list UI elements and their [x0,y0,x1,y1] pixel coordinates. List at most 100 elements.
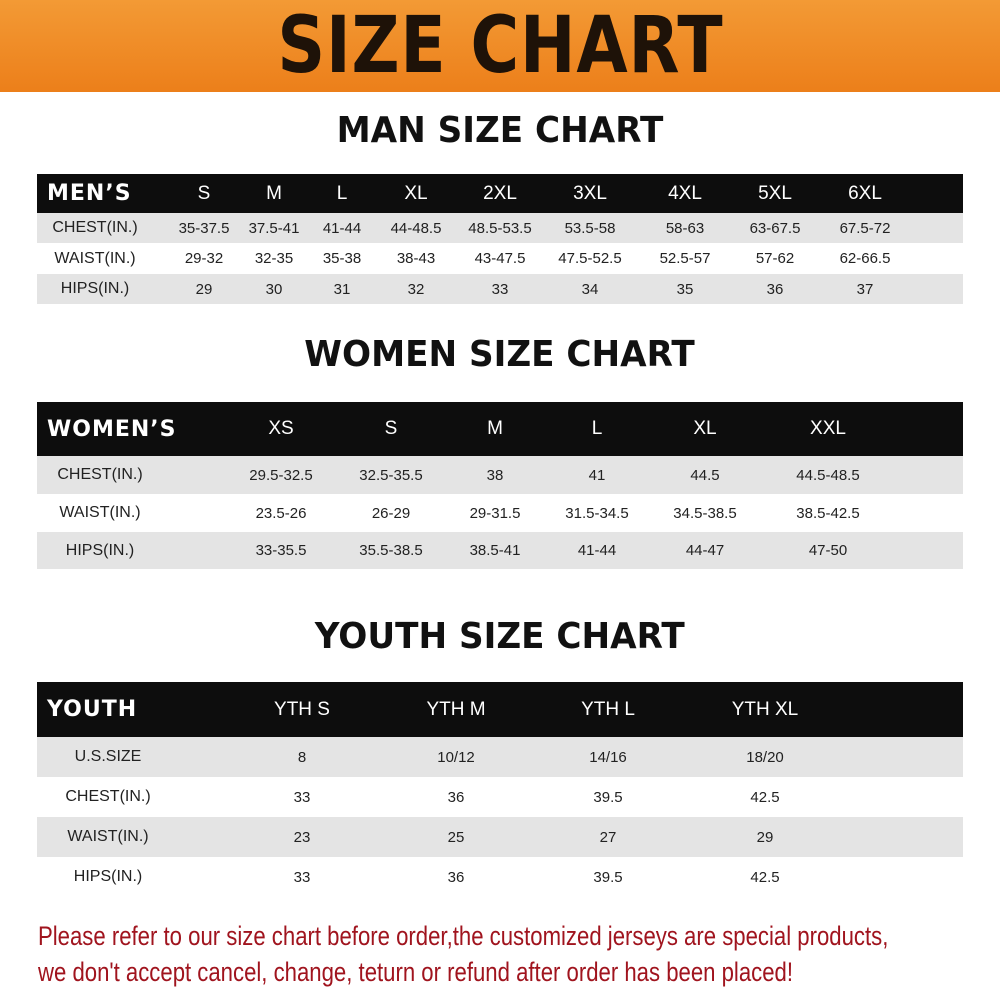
table-cell: 31.5-34.5 [565,504,629,522]
table-cell: 42.5 [750,788,780,806]
row-label: HIPS(IN.) [73,868,143,885]
table-row: CHEST(IN.) 35-37.5 37.5-41 41-44 44-48.5 48.5… [37,213,963,243]
size-header: 3XL [573,182,607,204]
table-cell: 53.5-58 [564,219,616,237]
table-cell: 33 [293,868,311,886]
table-cell: 27 [599,828,617,846]
row-label: U.S.SIZE [74,748,142,765]
table-cell: 33-35.5 [255,542,307,559]
size-header: S [197,182,211,204]
table-cell: 43-47.5 [474,250,526,267]
youth-size-table: YOUTH YTH S YTH M YTH L YTH XL U.S.SIZE 8 10/12… [37,682,963,897]
table-cell: 38.5-41 [469,542,521,559]
table-cell: 44-48.5 [390,219,442,237]
table-cell: 35.5-38.5 [359,542,423,559]
table-cell: 67.5-72 [839,219,891,237]
size-header: XXL [810,418,846,439]
table-cell: 32-35 [254,250,294,267]
table-cell: 34 [581,280,599,298]
youth-title-text: YOUTH SIZE CHART [315,616,685,657]
size-header: L [336,182,348,204]
table-cell: 44-47 [685,542,725,559]
table-cell: 62-66.5 [839,250,891,267]
table-cell: 41-44 [322,219,362,237]
size-header: 4XL [668,182,702,204]
table-cell: 58-63 [665,219,705,237]
table-cell: 38-43 [396,250,436,267]
table-cell: 25 [447,828,465,846]
men-title: MAN SIZE CHART [0,110,1000,151]
notice-line-1: Please refer to our size chart before or… [38,921,889,951]
size-header: YTH S [274,698,330,720]
header-row: WOMEN’S XS S M L XL XXL [37,402,963,456]
table-row: WAIST(IN.) 23.5-26 26-29 29-31.5 31.5-34.5 34… [37,494,963,532]
table-title: YOUTH [47,697,138,722]
row-label: CHEST(IN.) [65,788,151,805]
table-cell: 10/12 [437,748,475,766]
table-cell: 44.5-48.5 [796,466,860,484]
header-row: YOUTH YTH S YTH M YTH L YTH XL [37,682,963,737]
table-row: WAIST(IN.) 29-32 32-35 35-38 38-43 43-47.5 47.… [37,243,963,274]
table-cell: 35-38 [322,250,362,267]
men-title-text: MAN SIZE CHART [336,110,664,151]
table-cell: 35-37.5 [178,219,230,237]
women-size-table: WOMEN’S XS S M L XL XXL CHEST(IN.) 29.5-32.5 32.5… [37,402,963,569]
table-cell: 29.5-32.5 [249,466,313,484]
table-cell: 23 [293,828,311,846]
table-cell: 29-32 [184,250,224,267]
order-notice: Please refer to our size chart before or… [38,918,888,990]
size-header: L [591,418,603,439]
table-cell: 48.5-53.5 [468,219,532,237]
banner-title: SIZE CHART [276,1,724,91]
table-row: HIPS(IN.) 29 30 31 32 33 34 35 36 37 [37,274,963,304]
size-header: M [487,418,503,439]
table-row: CHEST(IN.) 29.5-32.5 32.5-35.5 38 41 44.5 44.5… [37,456,963,494]
table-cell: 29 [756,828,774,846]
table-cell: 42.5 [750,868,780,886]
table-cell: 41 [588,466,606,484]
size-header: YTH L [581,698,635,720]
men-size-table: MEN’S S M L XL 2XL 3XL 4XL 5XL 6XL CHEST(IN.) 35-37… [37,174,963,304]
table-cell: 47-50 [808,542,848,559]
table-title: MEN’S [47,181,132,206]
table-cell: 14/16 [589,748,627,766]
size-header: XL [693,418,717,439]
row-label: CHEST(IN.) [52,219,138,236]
table-row: U.S.SIZE 8 10/12 14/16 18/20 [37,737,963,777]
table-cell: 37.5-41 [248,219,300,237]
table-row: WAIST(IN.) 23 25 27 29 [37,817,963,857]
size-header: 6XL [848,182,882,204]
table-cell: 37 [856,280,874,298]
table-cell: 57-62 [755,250,795,267]
size-chart-banner: SIZE CHART [0,0,1000,92]
table-title: WOMEN’S [47,416,177,442]
table-cell: 52.5-57 [659,250,711,267]
row-label: WAIST(IN.) [59,504,141,521]
table-cell: 32.5-35.5 [359,466,423,484]
table-cell: 35 [676,280,694,298]
table-row: HIPS(IN.) 33 36 39.5 42.5 [37,857,963,897]
table-cell: 32 [407,280,425,298]
row-label: CHEST(IN.) [57,466,143,483]
table-cell: 39.5 [593,788,623,806]
size-header: YTH M [426,698,486,720]
table-cell: 44.5 [690,466,720,484]
table-cell: 31 [333,280,351,298]
table-cell: 33 [491,280,509,298]
table-cell: 34.5-38.5 [673,504,737,522]
table-cell: 38 [486,466,504,484]
size-header: XL [404,182,428,204]
table-cell: 36 [447,868,465,886]
size-header: YTH XL [731,698,799,720]
table-cell: 36 [766,280,784,298]
table-cell: 18/20 [746,748,784,766]
size-header: M [266,182,282,204]
table-cell: 29-31.5 [469,504,521,522]
table-cell: 39.5 [593,868,623,886]
row-label: HIPS(IN.) [60,280,130,297]
table-cell: 63-67.5 [749,219,801,237]
table-cell: 36 [447,788,465,806]
row-label: WAIST(IN.) [54,249,136,267]
size-header: XS [268,418,294,439]
women-title-text: WOMEN SIZE CHART [304,334,696,375]
